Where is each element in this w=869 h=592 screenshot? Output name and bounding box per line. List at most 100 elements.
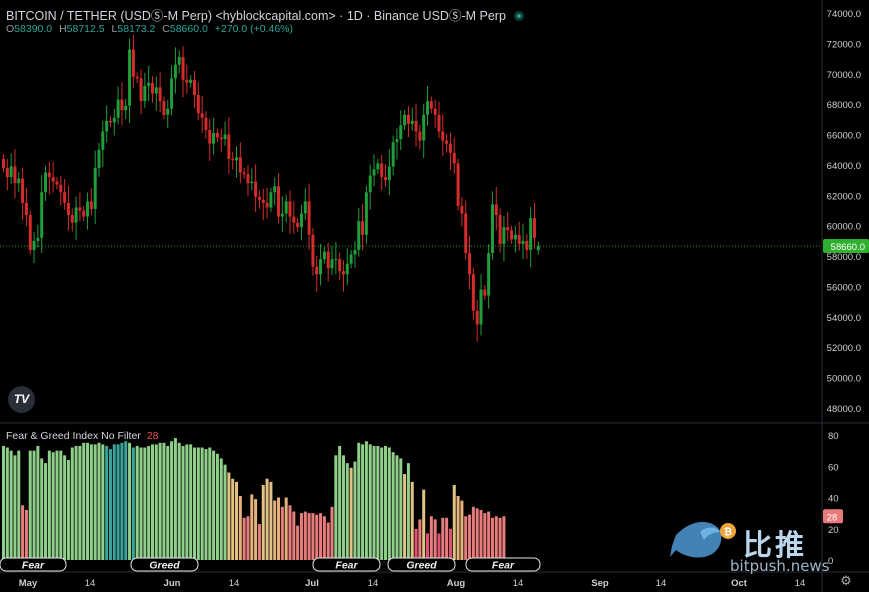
fg-bar (235, 481, 239, 560)
fg-bar (112, 444, 116, 560)
candle-body (280, 213, 284, 217)
fg-bar (212, 450, 216, 560)
time-tick-label: Aug (447, 578, 466, 589)
candle-body (40, 192, 44, 238)
candle (166, 99, 170, 128)
indicator-name[interactable]: Fear & Greed Index No Filter (6, 430, 141, 442)
candle (204, 111, 208, 139)
fg-bar (177, 442, 181, 560)
candle (280, 196, 284, 232)
chart-title[interactable]: BITCOIN / TETHER (USDⓈ-M Perp) <hyblockc… (6, 5, 524, 24)
price-tick-label: 50000.0 (827, 374, 861, 385)
candle-body (55, 181, 59, 185)
candle (506, 212, 510, 242)
time-tick-label: 14 (229, 578, 240, 589)
candle (464, 200, 468, 260)
candle (433, 99, 437, 128)
time-tick-label: Jun (164, 578, 181, 589)
candle-body (349, 254, 353, 264)
candle (273, 177, 277, 206)
symbol-title[interactable]: BITCOIN / TETHER (USDⓈ-M Perp) <hyblockc… (6, 9, 506, 23)
candle (2, 154, 5, 173)
candle-body (196, 95, 200, 114)
fg-bar (460, 500, 464, 560)
candle (403, 110, 407, 130)
candle-body (445, 140, 449, 144)
candle-body (319, 259, 323, 275)
fear-greed-zone-labels: Fear Greed Fear Greed Fear (0, 557, 541, 572)
candle-body (437, 114, 441, 132)
candle (147, 65, 151, 102)
candle-body (269, 192, 273, 208)
fg-bar (147, 445, 151, 560)
tradingview-logo-icon[interactable]: TV (8, 386, 35, 413)
fg-bar (269, 481, 273, 560)
fg-bar (490, 517, 494, 560)
candle-body (108, 120, 112, 123)
time-tick-label: 14 (85, 578, 96, 589)
fg-bar (47, 450, 51, 560)
candle (5, 159, 9, 191)
indicator-legend[interactable]: Fear & Greed Index No Filter 28 (6, 430, 159, 442)
candle-body (250, 181, 254, 184)
fg-bar (36, 445, 40, 560)
zone-text: Greed (149, 560, 180, 572)
fg-bar (303, 511, 307, 560)
fg-bar (265, 478, 269, 560)
candle (399, 110, 403, 151)
candle-body (330, 259, 334, 269)
fg-bar (105, 445, 109, 560)
fg-bar (441, 517, 445, 560)
price-tick-label: 68000.0 (827, 100, 861, 111)
candle-body (204, 117, 208, 130)
fg-bar (445, 517, 449, 560)
fg-bar (487, 511, 491, 560)
low-value: 58173.2 (117, 23, 156, 35)
candle (406, 105, 410, 137)
fg-bar (17, 450, 21, 560)
candle (277, 173, 281, 224)
candle-body (66, 202, 70, 216)
candle-body (120, 99, 124, 111)
candle (150, 76, 154, 103)
fg-bar (345, 463, 349, 560)
candle (63, 179, 67, 210)
high-value: 58712.5 (66, 23, 105, 35)
fg-bar (349, 467, 353, 560)
candle-body (9, 166, 13, 178)
fg-bar (326, 522, 330, 560)
fg-bar (368, 444, 372, 560)
candle (250, 168, 254, 190)
candle-body (284, 201, 288, 214)
fg-bar (307, 513, 311, 560)
fg-bar (120, 442, 124, 560)
candle (208, 119, 212, 161)
fg-bar (364, 441, 368, 560)
fg-bar (433, 519, 437, 560)
candle (372, 154, 376, 187)
candle-body (387, 166, 391, 181)
candle (120, 82, 124, 126)
candle-body (468, 253, 472, 275)
candle-body (63, 192, 67, 203)
candle (28, 210, 32, 255)
candle-body (78, 207, 82, 211)
candle-body (189, 79, 193, 83)
candle-body (426, 101, 430, 115)
candle-body (13, 166, 17, 184)
time-tick-label: Oct (731, 578, 748, 589)
candle (89, 188, 93, 216)
candle-body (490, 204, 494, 254)
candle-body (28, 215, 32, 250)
fg-bar (376, 445, 380, 560)
fg-bar (28, 450, 32, 560)
settings-gear-icon[interactable]: ⚙ (840, 573, 852, 588)
fear-greed-pane (2, 438, 506, 560)
fg-bar (357, 442, 361, 560)
candle (97, 143, 101, 177)
fg-bar (143, 447, 147, 560)
candle (353, 241, 357, 268)
open-label: O (6, 23, 15, 35)
candle-body (150, 82, 154, 94)
fg-bar (173, 438, 177, 560)
